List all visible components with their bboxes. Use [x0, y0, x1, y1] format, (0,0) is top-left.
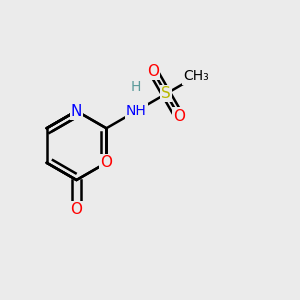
Text: O: O: [70, 202, 83, 217]
Text: CH₃: CH₃: [183, 70, 209, 83]
Text: O: O: [173, 109, 185, 124]
Text: H: H: [131, 80, 141, 94]
Text: O: O: [147, 64, 159, 79]
Text: O: O: [100, 155, 112, 170]
Text: N: N: [71, 103, 82, 118]
Text: NH: NH: [126, 104, 147, 118]
Text: S: S: [161, 86, 171, 101]
